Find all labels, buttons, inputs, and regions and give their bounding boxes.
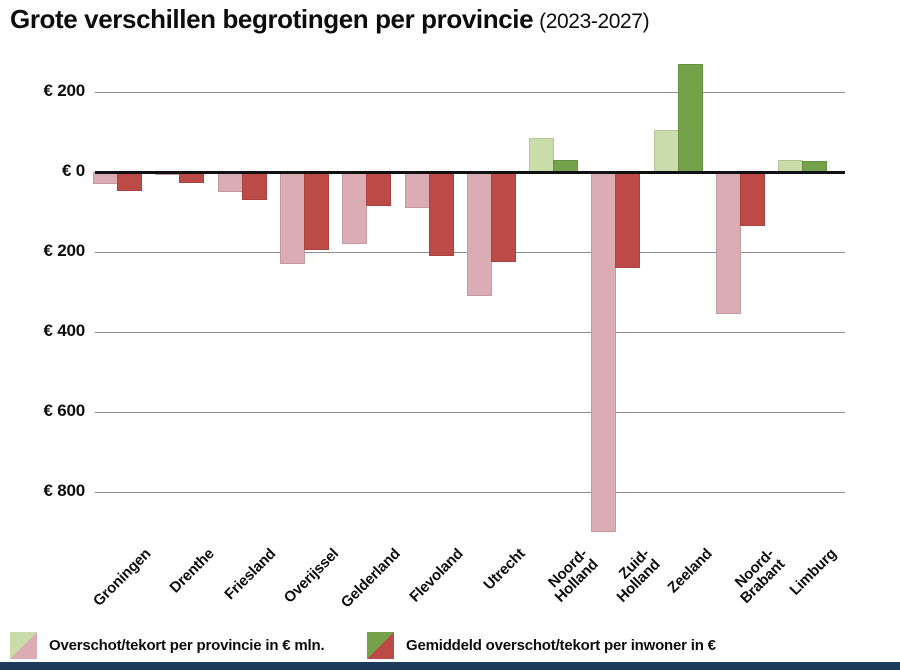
y-axis-tick-label: € 600 xyxy=(43,401,85,420)
bar-limburg-provincie xyxy=(778,160,804,172)
x-axis-label-groningen: Groningen xyxy=(90,545,155,610)
bar-utrecht-inwoner xyxy=(490,172,516,262)
bar-flevoland-inwoner xyxy=(428,172,454,256)
legend-item-province: Overschot/tekort per provincie in € mln. xyxy=(10,631,325,659)
x-axis-label-noord-brabant: Noord- Brabant xyxy=(731,545,789,608)
y-axis-tick-label: € 200 xyxy=(43,241,85,260)
legend-item-inwoner: Gemiddeld overschot/tekort per inwoner i… xyxy=(367,631,716,659)
bar-drenthe-inwoner xyxy=(179,172,205,183)
bar-friesland-inwoner xyxy=(241,172,267,200)
bar-zuid-holland-provincie xyxy=(591,172,617,532)
gridline xyxy=(95,412,845,413)
bar-zeeland-provincie xyxy=(653,130,679,172)
x-axis-label-zeeland: Zeeland xyxy=(664,545,716,597)
zero-axis-line xyxy=(95,170,845,174)
x-axis-label-zuid-holland: Zuid- Holland xyxy=(613,545,664,606)
x-axis-label-drenthe: Drenthe xyxy=(166,545,218,597)
y-axis-tick-label: € 0 xyxy=(61,161,85,180)
bar-zeeland-inwoner xyxy=(677,64,703,172)
bar-noord-brabant-inwoner xyxy=(740,172,765,226)
bar-overijssel-inwoner xyxy=(303,172,329,250)
y-axis-tick-label: € 800 xyxy=(43,481,85,500)
y-axis-tick-label: € 400 xyxy=(43,321,85,340)
gridline xyxy=(95,332,845,333)
bar-noord-brabant-provincie xyxy=(716,172,741,314)
chart-title-period: (2023-2027) xyxy=(539,10,650,33)
gridline xyxy=(95,492,845,493)
bar-groningen-inwoner xyxy=(117,172,142,192)
bar-noord-holland-provincie xyxy=(529,138,555,172)
gridline xyxy=(95,92,845,93)
legend-swatch-province xyxy=(10,631,37,659)
chart-title-text: Grote verschillen begrotingen per provin… xyxy=(10,4,534,34)
legend-label-province: Overschot/tekort per provincie in € mln. xyxy=(49,636,325,654)
bar-friesland-provincie xyxy=(217,172,243,192)
bar-noord-holland-inwoner xyxy=(553,160,579,172)
x-axis-label-gelderland: Gelderland xyxy=(338,545,405,612)
bar-gelderland-provincie xyxy=(342,172,368,244)
x-axis-label-overijssel: Overijssel xyxy=(280,545,342,607)
y-axis-tick-label: € 200 xyxy=(43,81,85,100)
bar-groningen-provincie xyxy=(93,172,118,184)
bar-overijssel-provincie xyxy=(279,172,305,264)
bar-zuid-holland-inwoner xyxy=(615,172,641,268)
bar-utrecht-provincie xyxy=(466,172,492,296)
legend-swatch-inwoner xyxy=(367,631,394,659)
x-axis-label-flevoland: Flevoland xyxy=(406,545,467,606)
bar-flevoland-provincie xyxy=(404,172,430,208)
x-axis-label-noord-holland: Noord- Holland xyxy=(544,545,602,606)
x-axis-label-friesland: Friesland xyxy=(221,545,280,604)
bar-drenthe-provincie xyxy=(155,172,181,176)
x-axis-label-limburg: Limburg xyxy=(786,545,841,599)
bar-gelderland-inwoner xyxy=(366,172,392,206)
legend-label-inwoner: Gemiddeld overschot/tekort per inwoner i… xyxy=(406,636,716,654)
x-axis-label-utrecht: Utrecht xyxy=(480,545,529,594)
bar-limburg-inwoner xyxy=(802,160,828,172)
legend: Overschot/tekort per provincie in € mln.… xyxy=(0,631,900,659)
chart-title: Grote verschillen begrotingen per provin… xyxy=(10,4,650,35)
footer-bar xyxy=(0,662,900,670)
